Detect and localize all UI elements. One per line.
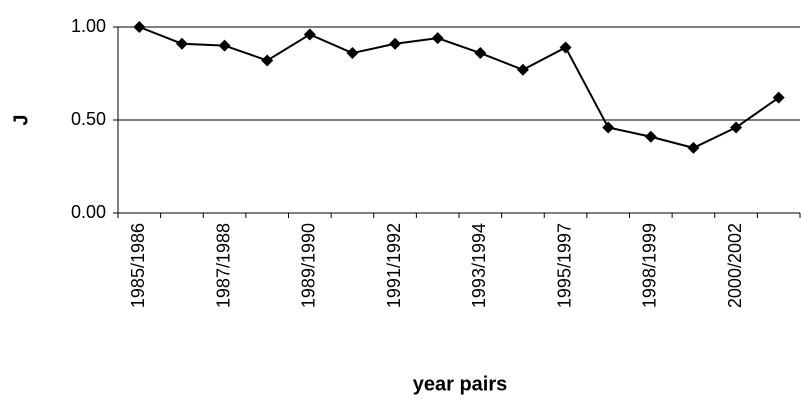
marker (261, 54, 274, 67)
data-line (138, 26, 780, 149)
x-tick-label: 1987/1988 (213, 223, 233, 308)
y-tick-label: 0.00 (71, 202, 106, 222)
marker (516, 63, 529, 76)
marker (133, 21, 146, 33)
marker (389, 37, 402, 50)
marker (687, 141, 700, 154)
marker (644, 130, 657, 143)
x-tick-label: 2000/2002 (725, 223, 745, 308)
x-tick-label: 1995/1997 (554, 223, 574, 308)
x-tick-label: 1989/1990 (299, 223, 319, 308)
y-tick-label: 0.50 (71, 109, 106, 129)
marker (431, 32, 444, 45)
marker (346, 47, 359, 60)
marker (559, 41, 572, 54)
x-tick-label: 1993/1994 (469, 223, 489, 308)
x-axis-label: year pairs (413, 373, 508, 395)
marker (218, 39, 231, 52)
marker (602, 121, 615, 134)
x-tick-label: 1991/1992 (384, 223, 404, 308)
y-tick-label: 1.00 (71, 16, 106, 36)
x-tick-label: 1998/1999 (640, 223, 660, 308)
marker (175, 37, 188, 50)
x-tick-label: 1985/1986 (128, 223, 148, 308)
marker (474, 47, 487, 60)
marker (303, 28, 316, 41)
marker (730, 121, 743, 134)
y-axis-label: J (10, 114, 32, 125)
marker (772, 91, 785, 104)
